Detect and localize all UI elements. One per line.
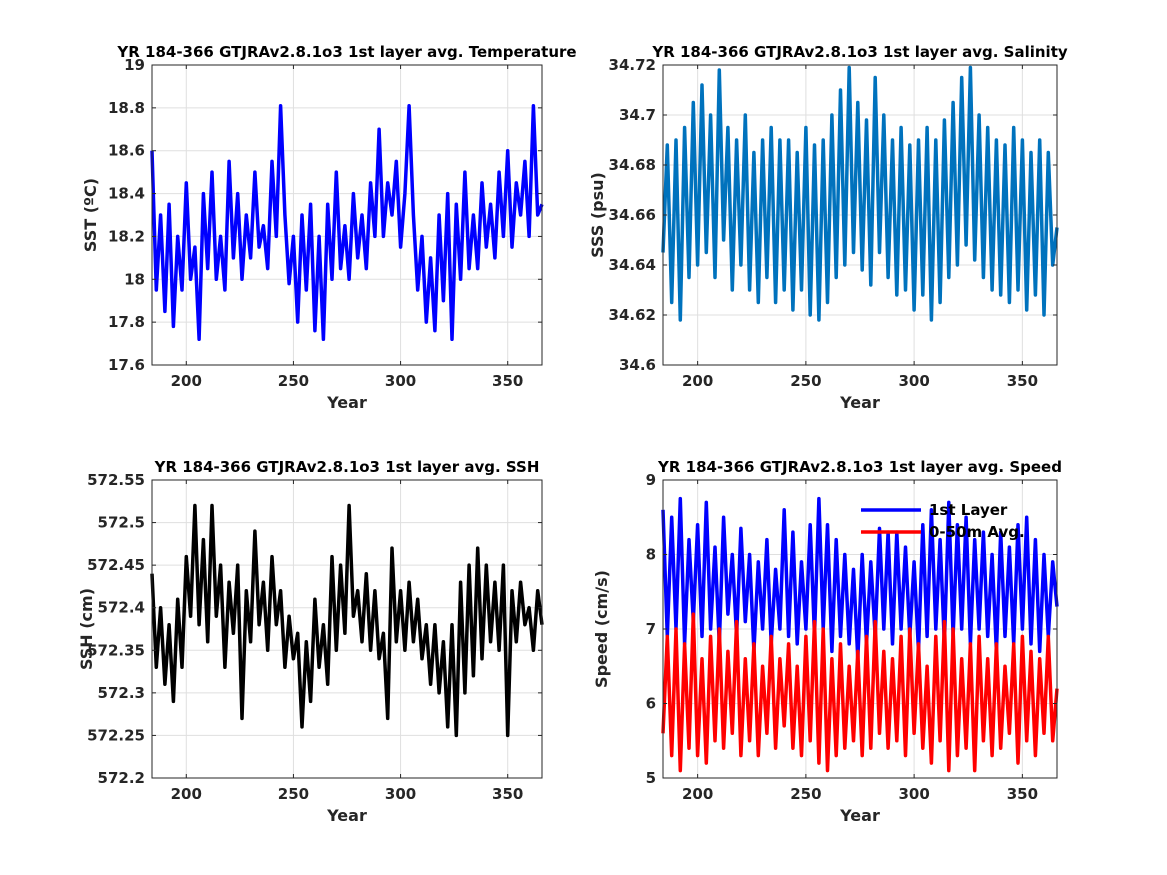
ssh-ytick-label-2: 572.3 [98, 684, 145, 702]
temperature-ytick-label-1: 17.8 [108, 313, 145, 331]
temperature-axes-box [151, 64, 543, 366]
temperature-series-line-0 [150, 103, 544, 342]
temperature-title: YR 184-366 GTJRAv2.8.1o3 1st layer avg. … [116, 43, 576, 61]
salinity-ytick-label-3: 34.66 [609, 206, 656, 224]
ssh-ytick-label-5: 572.45 [87, 556, 145, 574]
speed-legend-label-1: 0-50m Avg. [929, 523, 1025, 541]
temperature-ytick-label-2: 18 [124, 270, 145, 288]
speed-xtick-label-1: 250 [790, 785, 821, 803]
temperature-ytick-label-6: 18.8 [108, 99, 145, 117]
ssh-title: YR 184-366 GTJRAv2.8.1o3 1st layer avg. … [154, 458, 540, 476]
ssh-ytick-label-3: 572.35 [87, 641, 145, 659]
speed-legend-label-0: 1st Layer [929, 501, 1008, 519]
ssh-xtick-label-1: 250 [278, 785, 309, 803]
ssh-ytick-label-7: 572.55 [87, 471, 145, 489]
speed-ytick-label-2: 7 [646, 620, 656, 638]
ssh-ytick-label-6: 572.5 [98, 514, 145, 532]
ssh-ylabel: SSH (cm) [77, 588, 96, 670]
speed-ytick-label-3: 8 [646, 546, 656, 564]
salinity-xtick-label-3: 350 [1007, 372, 1038, 390]
ssh-axes-box [151, 479, 543, 779]
speed-series-line-0 [661, 496, 1059, 661]
ssh-series-line-0 [150, 503, 544, 738]
speed-xtick-label-3: 350 [1007, 785, 1038, 803]
temperature-ylabel: SST (ºC) [81, 178, 100, 252]
salinity-xlabel: Year [839, 393, 880, 412]
salinity-ytick-label-4: 34.68 [609, 156, 656, 174]
temperature-xlabel: Year [326, 393, 367, 412]
speed-xtick-label-2: 300 [898, 785, 929, 803]
salinity-xtick-label-0: 200 [682, 372, 713, 390]
speed-panel: 200 250 300 350 5 6 7 8 9YR 184-366 GTJRAv2.8.1o… [592, 458, 1062, 825]
speed-title: YR 184-366 GTJRAv2.8.1o3 1st layer avg. … [657, 458, 1062, 476]
ssh-ytick-label-0: 572.2 [98, 769, 145, 787]
speed-ytick-label-4: 9 [646, 471, 656, 489]
ssh-ytick-label-1: 572.25 [87, 726, 145, 744]
salinity-series-line-0 [661, 65, 1059, 322]
temperature-xtick-label-1: 250 [278, 372, 309, 390]
salinity-ytick-label-1: 34.62 [609, 306, 656, 324]
temperature-ytick-label-7: 19 [124, 56, 145, 74]
speed-ytick-label-0: 5 [646, 769, 656, 787]
salinity-ylabel: SSS (psu) [588, 172, 607, 258]
speed-series-line-1 [661, 612, 1059, 773]
ssh-ytick-label-4: 572.4 [98, 599, 145, 617]
temperature-ytick-label-4: 18.4 [108, 185, 145, 203]
ssh-xtick-label-0: 200 [171, 785, 202, 803]
salinity-xtick-label-2: 300 [898, 372, 929, 390]
ssh-panel: 200 250 300 350572.2572.25572.3572.35572.45… [77, 458, 544, 825]
speed-ytick-label-1: 6 [646, 695, 656, 713]
salinity-ytick-label-2: 34.64 [609, 256, 656, 274]
temperature-ytick-label-0: 17.6 [108, 356, 145, 374]
salinity-xtick-label-1: 250 [790, 372, 821, 390]
temperature-xtick-label-2: 300 [385, 372, 416, 390]
speed-ylabel: Speed (cm/s) [592, 570, 611, 688]
ssh-xtick-label-3: 350 [492, 785, 523, 803]
salinity-title: YR 184-366 GTJRAv2.8.1o3 1st layer avg. … [651, 43, 1068, 61]
speed-xlabel: Year [839, 806, 880, 825]
temperature-ytick-label-3: 18.2 [108, 227, 145, 245]
ssh-xtick-label-2: 300 [385, 785, 416, 803]
speed-xtick-label-0: 200 [682, 785, 713, 803]
salinity-ytick-label-0: 34.6 [619, 356, 656, 374]
salinity-ytick-label-6: 34.72 [609, 56, 656, 74]
temperature-ytick-label-5: 18.6 [108, 142, 145, 160]
salinity-ytick-label-5: 34.7 [619, 106, 656, 124]
ssh-xlabel: Year [326, 806, 367, 825]
temperature-xtick-label-3: 350 [492, 372, 523, 390]
temperature-xtick-label-0: 200 [171, 372, 202, 390]
temperature-panel: 200 250 300 350 17.6 17.8 18 18.2 18.4 18.6 18.8 19… [81, 43, 577, 412]
temperature-plot-area [152, 65, 542, 365]
salinity-panel: 200 250 300 350 34.6 34.62 34.64 34.66 34.68 34.7… [588, 43, 1068, 412]
